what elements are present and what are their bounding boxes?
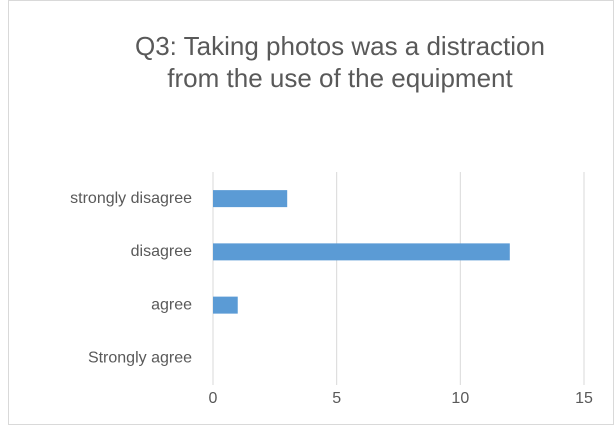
bar [213,296,238,314]
y-tick-label: Strongly agree [88,350,192,367]
x-tick-label: 5 [332,390,341,407]
bar [213,190,288,208]
y-tick-label: strongly disagree [70,190,192,207]
chart-frame [8,0,614,425]
y-tick-label: agree [151,296,192,313]
bar [213,243,510,261]
chart-title: Q3: Taking photos was a distraction from… [135,31,545,93]
x-tick-label: 15 [575,390,593,407]
x-tick-label: 10 [451,390,469,407]
x-tick-label: 0 [209,390,218,407]
y-tick-label: disagree [131,243,192,260]
